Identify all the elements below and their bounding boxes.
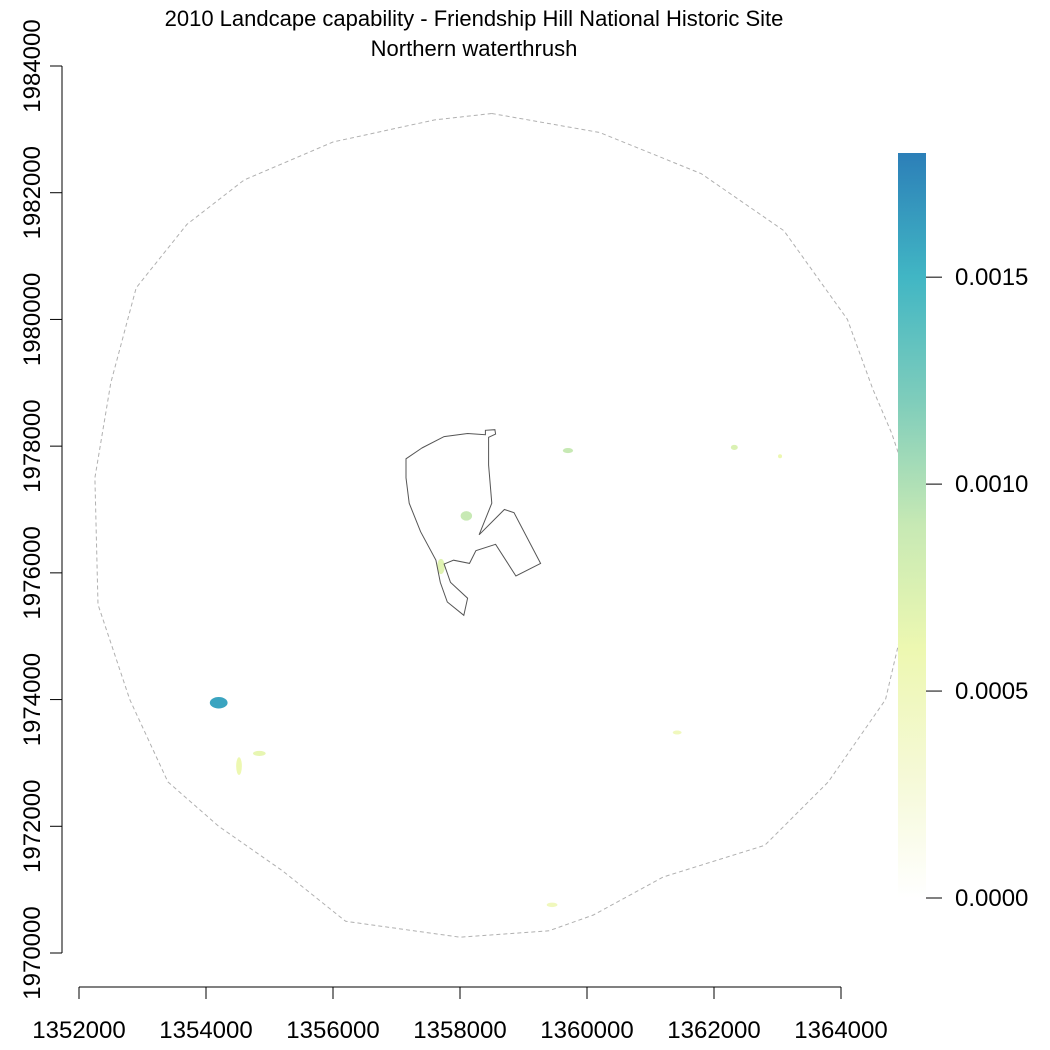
habitat-patch bbox=[209, 697, 228, 709]
legend-ticks: 0.0000 0.0005 0.0010 0.0015 bbox=[926, 264, 1028, 912]
habitat-patch bbox=[730, 444, 738, 450]
y-axis: 1970000 1972000 1974000 1976000 1978000 19800… bbox=[19, 19, 63, 1000]
map-title: 2010 Landcape capability - Friendship Hi… bbox=[165, 6, 784, 31]
habitat-patches bbox=[209, 444, 783, 908]
y-tick-label: 1970000 bbox=[19, 906, 46, 999]
y-tick-label: 1972000 bbox=[19, 780, 46, 873]
x-tick-label: 1360000 bbox=[540, 1017, 633, 1044]
legend-color-bar bbox=[898, 153, 926, 898]
map-subtitle: Northern waterthrush bbox=[371, 36, 578, 61]
legend-tick-label: 0.0010 bbox=[955, 471, 1028, 498]
buffer-boundary bbox=[94, 112, 912, 938]
x-tick-label: 1356000 bbox=[286, 1017, 379, 1044]
habitat-patch bbox=[778, 454, 783, 459]
y-tick-label: 1980000 bbox=[19, 273, 46, 366]
y-tick-label: 1976000 bbox=[19, 526, 46, 619]
habitat-patch bbox=[546, 902, 558, 908]
y-tick-label: 1984000 bbox=[19, 19, 46, 112]
legend-tick-label: 0.0005 bbox=[955, 678, 1028, 705]
y-tick-label: 1974000 bbox=[19, 653, 46, 746]
habitat-patch bbox=[252, 750, 266, 756]
park-boundary bbox=[405, 429, 542, 617]
x-tick-label: 1362000 bbox=[667, 1017, 760, 1044]
x-tick-label: 1364000 bbox=[794, 1017, 887, 1044]
habitat-patch bbox=[437, 558, 445, 575]
x-axis: 1352000 1354000 1356000 1358000 1360000 13620… bbox=[32, 986, 888, 1044]
map-plot-area bbox=[94, 112, 912, 938]
y-tick-label: 1982000 bbox=[19, 146, 46, 239]
x-tick-label: 1352000 bbox=[32, 1017, 125, 1044]
habitat-patch bbox=[672, 730, 682, 735]
color-legend: 0.0000 0.0005 0.0010 0.0015 bbox=[898, 153, 1028, 912]
habitat-patch bbox=[236, 757, 242, 775]
x-tick-label: 1354000 bbox=[159, 1017, 252, 1044]
y-tick-label: 1978000 bbox=[19, 399, 46, 492]
habitat-patch bbox=[562, 448, 574, 454]
x-tick-label: 1358000 bbox=[413, 1017, 506, 1044]
legend-tick-label: 0.0015 bbox=[955, 264, 1028, 291]
habitat-patch bbox=[460, 511, 473, 521]
legend-tick-label: 0.0000 bbox=[955, 885, 1028, 912]
